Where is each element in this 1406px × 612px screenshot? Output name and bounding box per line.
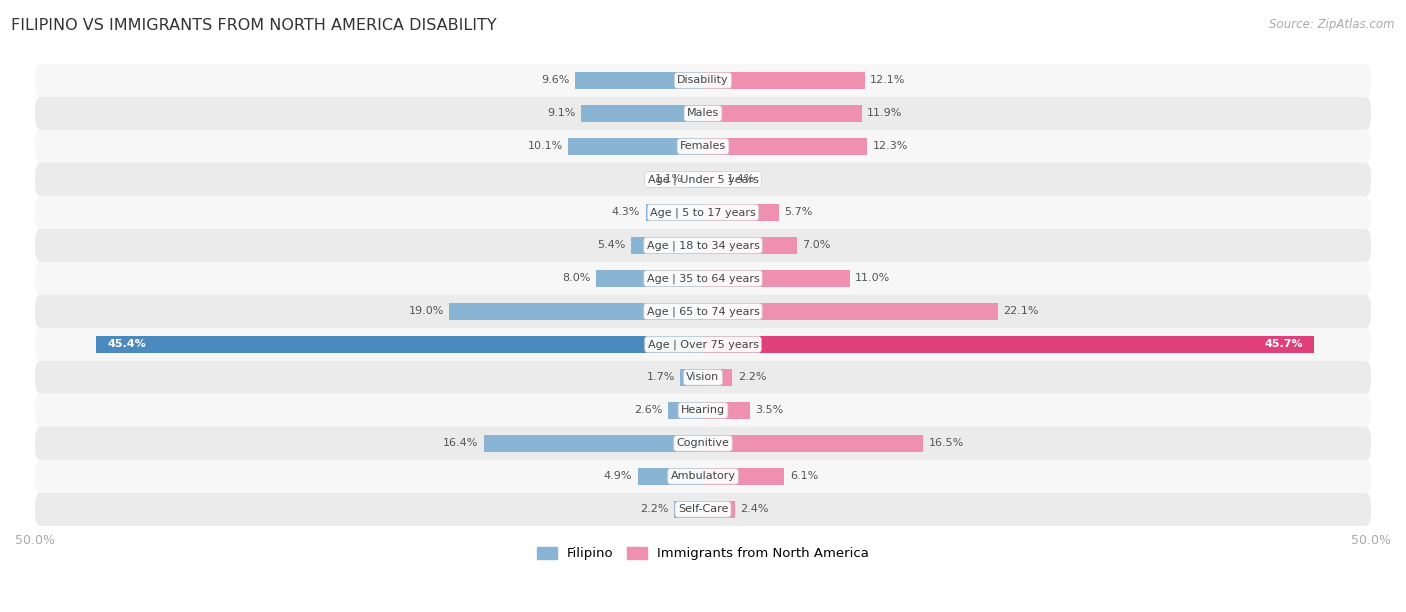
Bar: [645, 204, 703, 221]
FancyBboxPatch shape: [35, 295, 1371, 328]
Bar: [703, 369, 733, 386]
Text: Ambulatory: Ambulatory: [671, 471, 735, 482]
Text: Age | 18 to 34 years: Age | 18 to 34 years: [647, 240, 759, 251]
Bar: [703, 435, 924, 452]
Bar: [703, 468, 785, 485]
Text: 45.7%: 45.7%: [1264, 340, 1303, 349]
Bar: [596, 270, 703, 287]
Text: Hearing: Hearing: [681, 405, 725, 416]
Text: 2.4%: 2.4%: [741, 504, 769, 514]
Bar: [637, 468, 703, 485]
Text: Source: ZipAtlas.com: Source: ZipAtlas.com: [1270, 18, 1395, 31]
Text: Disability: Disability: [678, 75, 728, 86]
Text: Females: Females: [681, 141, 725, 151]
FancyBboxPatch shape: [35, 64, 1371, 97]
Text: 22.1%: 22.1%: [1004, 307, 1039, 316]
Text: 1.4%: 1.4%: [727, 174, 755, 184]
Bar: [673, 501, 703, 518]
Bar: [703, 402, 749, 419]
Bar: [568, 138, 703, 155]
Text: 7.0%: 7.0%: [801, 241, 830, 250]
Text: Vision: Vision: [686, 372, 720, 382]
Text: 11.0%: 11.0%: [855, 274, 890, 283]
Bar: [703, 105, 862, 122]
Text: 9.1%: 9.1%: [548, 108, 576, 119]
Text: 12.1%: 12.1%: [870, 75, 905, 86]
Bar: [703, 237, 797, 254]
Bar: [689, 171, 703, 188]
Text: 2.2%: 2.2%: [738, 372, 766, 382]
FancyBboxPatch shape: [35, 460, 1371, 493]
Text: Age | 5 to 17 years: Age | 5 to 17 years: [650, 207, 756, 218]
FancyBboxPatch shape: [35, 196, 1371, 229]
Text: 12.3%: 12.3%: [873, 141, 908, 151]
FancyBboxPatch shape: [35, 427, 1371, 460]
Text: 11.9%: 11.9%: [868, 108, 903, 119]
Text: 16.5%: 16.5%: [929, 438, 965, 449]
Bar: [449, 303, 703, 320]
Text: Self-Care: Self-Care: [678, 504, 728, 514]
Text: 45.4%: 45.4%: [107, 340, 146, 349]
Text: 2.6%: 2.6%: [634, 405, 662, 416]
FancyBboxPatch shape: [35, 493, 1371, 526]
Text: 10.1%: 10.1%: [527, 141, 562, 151]
Text: Age | Under 5 years: Age | Under 5 years: [648, 174, 758, 185]
Text: Age | Over 75 years: Age | Over 75 years: [648, 339, 758, 349]
Bar: [97, 336, 703, 353]
Text: Age | 65 to 74 years: Age | 65 to 74 years: [647, 306, 759, 316]
Text: 8.0%: 8.0%: [562, 274, 591, 283]
Bar: [703, 336, 1313, 353]
Text: 5.4%: 5.4%: [598, 241, 626, 250]
Text: 4.9%: 4.9%: [603, 471, 633, 482]
Bar: [703, 204, 779, 221]
Text: 3.5%: 3.5%: [755, 405, 783, 416]
Bar: [484, 435, 703, 452]
Legend: Filipino, Immigrants from North America: Filipino, Immigrants from North America: [531, 542, 875, 565]
Text: 4.3%: 4.3%: [612, 207, 640, 217]
FancyBboxPatch shape: [35, 163, 1371, 196]
Bar: [703, 138, 868, 155]
FancyBboxPatch shape: [35, 97, 1371, 130]
Text: 1.7%: 1.7%: [647, 372, 675, 382]
Text: Cognitive: Cognitive: [676, 438, 730, 449]
FancyBboxPatch shape: [35, 229, 1371, 262]
FancyBboxPatch shape: [35, 328, 1371, 361]
Text: 6.1%: 6.1%: [790, 471, 818, 482]
Bar: [575, 72, 703, 89]
FancyBboxPatch shape: [35, 262, 1371, 295]
Text: FILIPINO VS IMMIGRANTS FROM NORTH AMERICA DISABILITY: FILIPINO VS IMMIGRANTS FROM NORTH AMERIC…: [11, 18, 496, 34]
Bar: [703, 303, 998, 320]
Text: 2.2%: 2.2%: [640, 504, 668, 514]
Text: 5.7%: 5.7%: [785, 207, 813, 217]
Bar: [703, 270, 851, 287]
FancyBboxPatch shape: [35, 394, 1371, 427]
Bar: [703, 501, 735, 518]
Text: 1.1%: 1.1%: [655, 174, 683, 184]
Bar: [681, 369, 703, 386]
Bar: [582, 105, 703, 122]
Text: Males: Males: [688, 108, 718, 119]
Bar: [668, 402, 703, 419]
FancyBboxPatch shape: [35, 361, 1371, 394]
Bar: [703, 72, 865, 89]
Text: 19.0%: 19.0%: [408, 307, 444, 316]
Text: Age | 35 to 64 years: Age | 35 to 64 years: [647, 273, 759, 284]
Text: 16.4%: 16.4%: [443, 438, 478, 449]
Bar: [703, 171, 721, 188]
Text: 9.6%: 9.6%: [541, 75, 569, 86]
FancyBboxPatch shape: [35, 130, 1371, 163]
Bar: [631, 237, 703, 254]
